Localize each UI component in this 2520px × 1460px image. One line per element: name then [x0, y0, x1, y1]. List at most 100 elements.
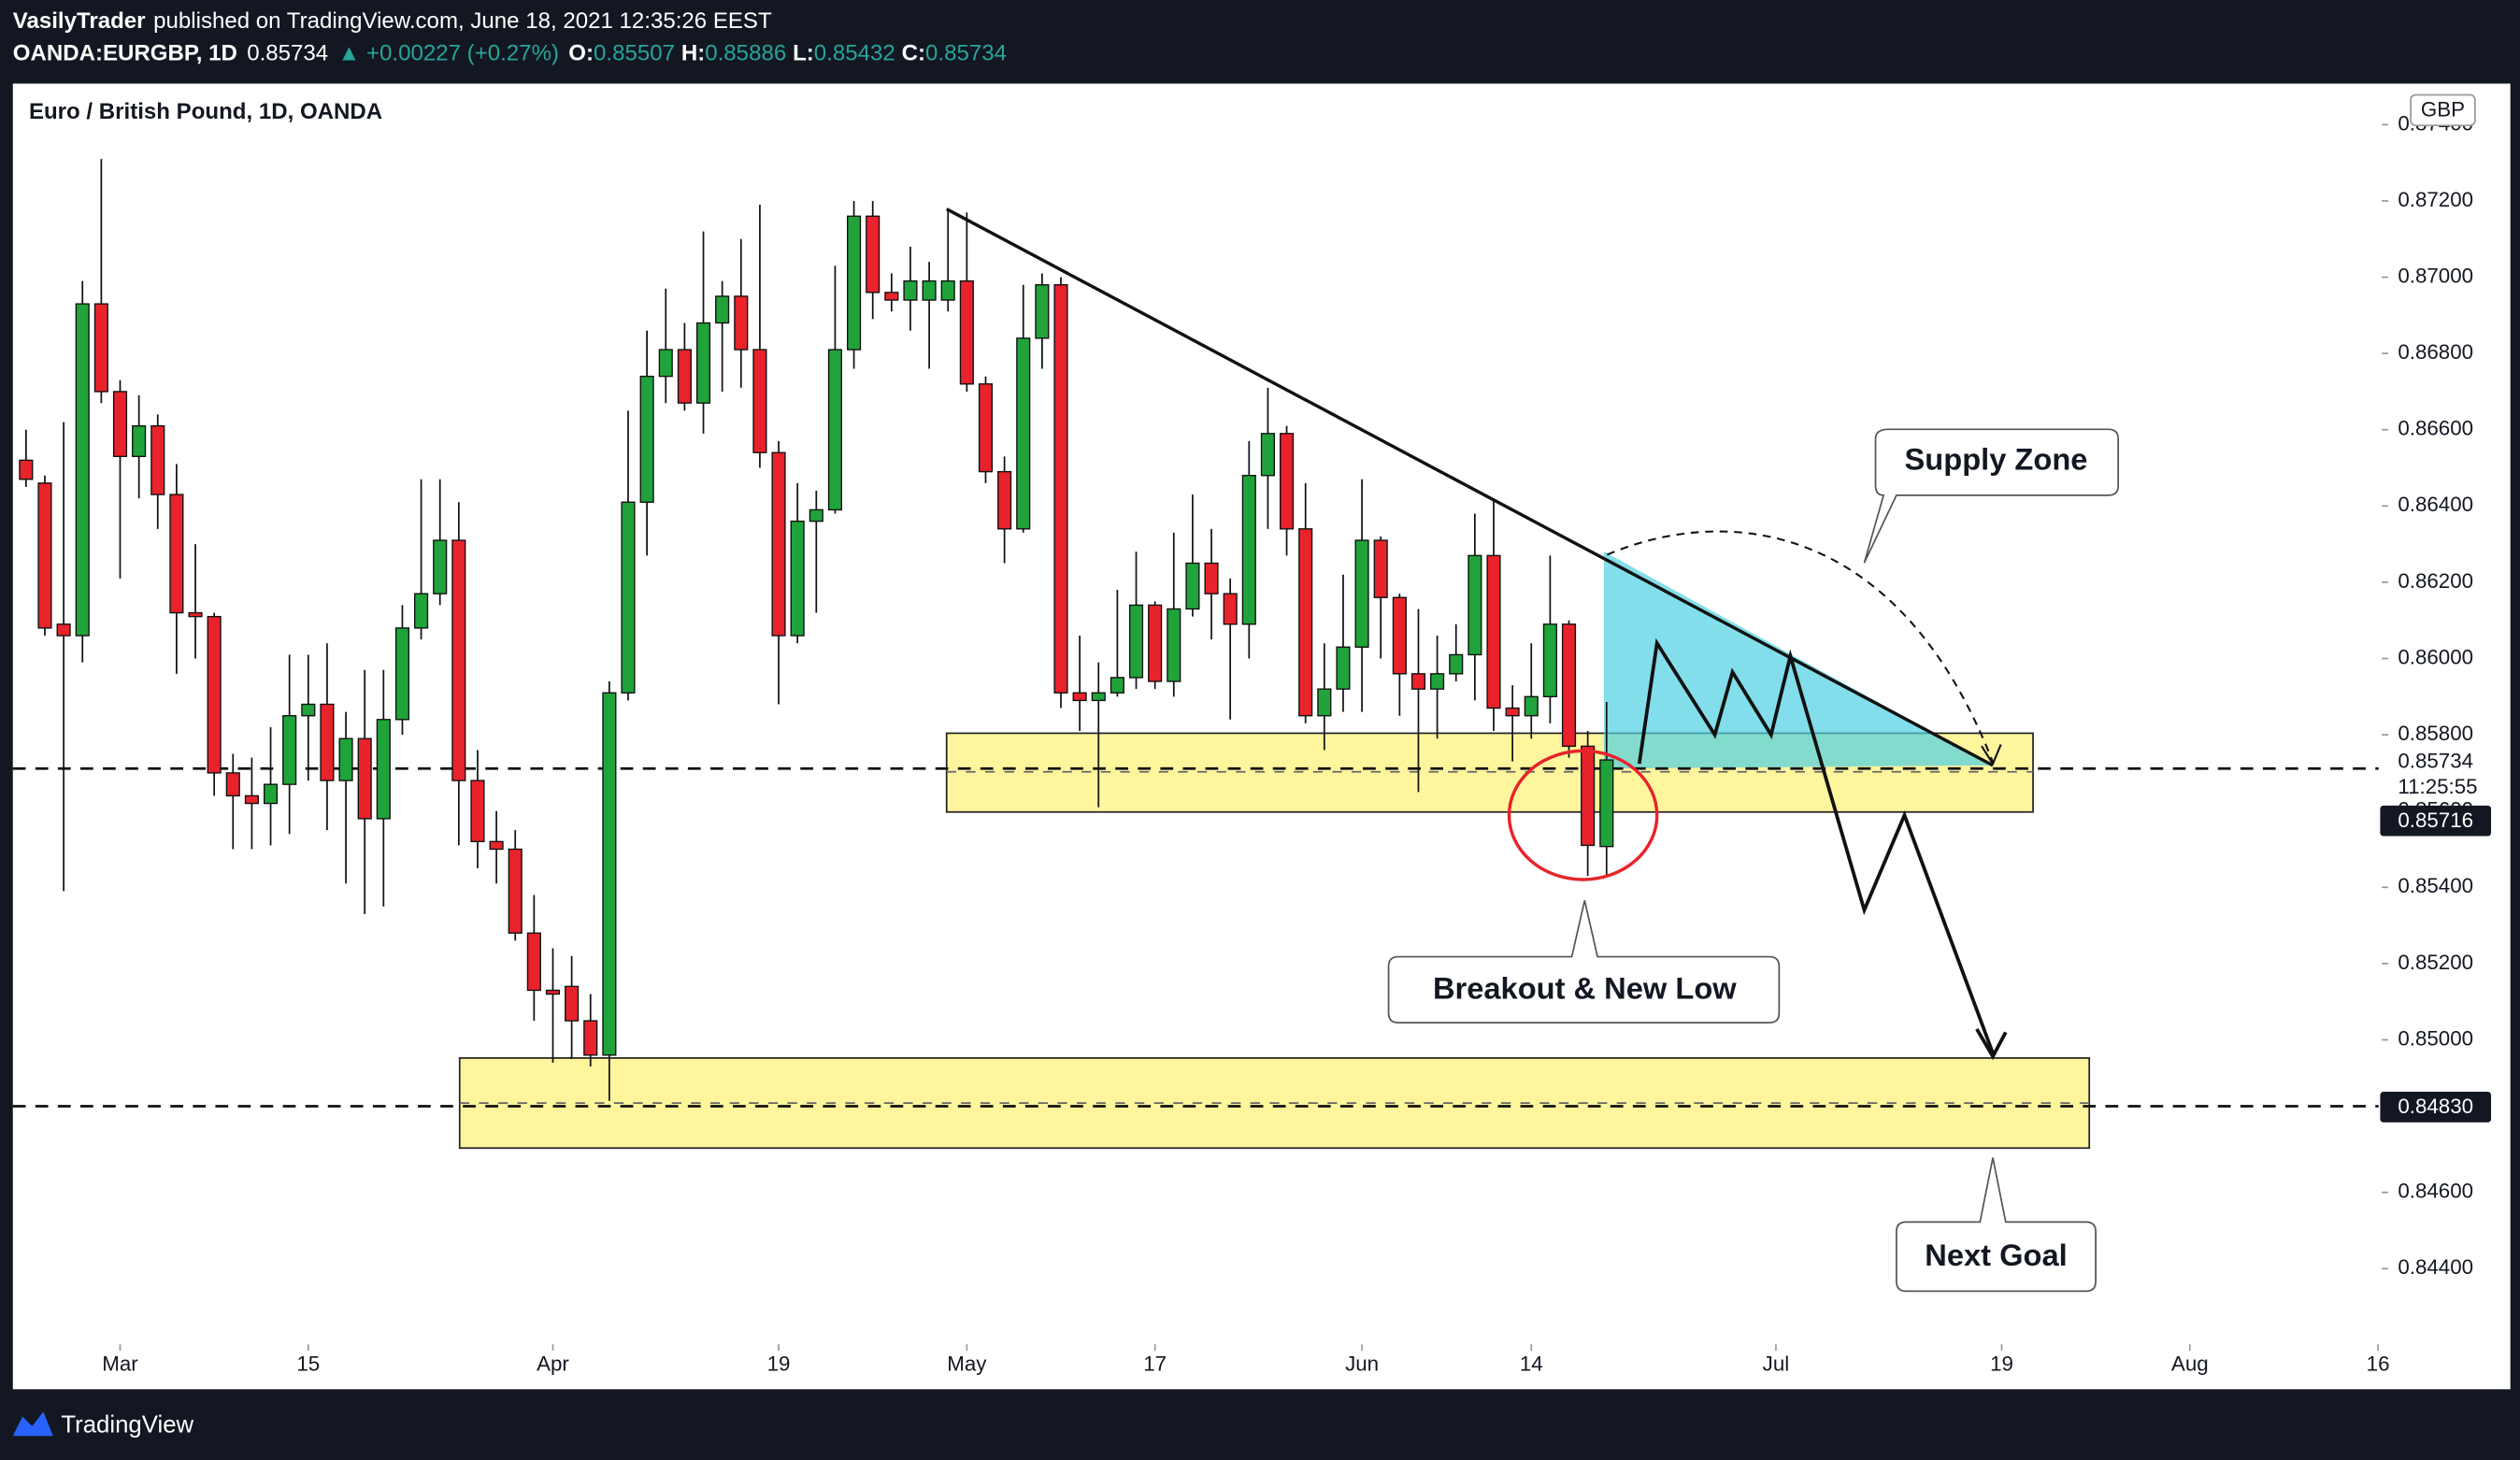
header-line-1: VasilyTrader published on TradingView.com… — [13, 8, 772, 34]
candle-body — [320, 703, 335, 781]
candle-body — [225, 772, 240, 797]
candle-body — [1468, 554, 1482, 656]
x-tick-label: 19 — [1990, 1352, 2013, 1375]
candle-body — [188, 611, 203, 618]
candle-body — [827, 349, 843, 511]
x-tick-label: Apr — [537, 1352, 569, 1375]
ohlc-value: 0.85886 — [705, 41, 786, 66]
candle-body — [639, 375, 654, 503]
ohlc-value: 0.85432 — [814, 41, 895, 66]
candle-body — [545, 989, 561, 995]
candle-body — [1204, 562, 1219, 594]
candle-body — [602, 692, 617, 1056]
candle-body — [1260, 433, 1275, 477]
y-tick-label: 0.87000 — [2398, 264, 2473, 287]
candle-body — [414, 593, 429, 629]
candle-body — [1128, 604, 1144, 679]
arc-arrow — [1981, 744, 2002, 766]
plot — [12, 551, 2379, 1150]
callout-box — [1896, 1157, 2097, 1293]
change: ▲ +0.00227 (+0.27%) — [338, 41, 559, 66]
ohlc: O:0.85507 H:0.85886 L:0.85432 C:0.85734 — [568, 41, 1007, 66]
candle-body — [1053, 284, 1068, 694]
candle-body — [1599, 759, 1614, 848]
candle-body — [1561, 623, 1577, 748]
target-box — [2380, 1092, 2492, 1123]
candle-body — [1298, 528, 1313, 717]
candle-body — [752, 349, 767, 453]
x-tick-label: Mar — [102, 1352, 138, 1375]
y-tick-label: 0.85200 — [2398, 951, 2473, 974]
published: published on TradingView.com, June 18, 2… — [153, 8, 772, 34]
candle-body — [1410, 673, 1426, 690]
x-tick-label: Jul — [1763, 1352, 1790, 1375]
price-labels: GBP 0.85734 11:25:55 0.85716 0.84830 — [2380, 93, 2501, 1123]
candle-body — [978, 383, 994, 473]
currency: GBP — [2421, 98, 2465, 122]
chart-title: Euro / British Pound, 1D, OANDA — [29, 99, 382, 124]
y-tick-label: 0.87200 — [2398, 188, 2473, 211]
candle-body — [677, 349, 692, 404]
ohlc-key: H: — [681, 41, 705, 66]
candle-body — [357, 737, 372, 820]
x-tick-label: 15 — [296, 1352, 320, 1375]
candle-body — [470, 780, 485, 843]
x-tick-label: 19 — [767, 1352, 791, 1375]
candle-body — [244, 794, 259, 805]
candle-body — [866, 215, 881, 293]
last-price: 0.85734 — [247, 41, 328, 66]
annotation: Breakout & New Low — [1433, 970, 1737, 1005]
candle-body — [1392, 596, 1407, 675]
candle-body — [489, 840, 504, 851]
candle-body — [207, 615, 222, 774]
candle-body — [508, 848, 523, 934]
candle-body — [112, 391, 128, 457]
candle-body — [1016, 337, 1031, 530]
candle-body — [132, 424, 147, 457]
x-tick-label: Aug — [2171, 1352, 2209, 1375]
y-tick-label: 0.86000 — [2398, 645, 2473, 668]
candle-body — [771, 451, 786, 637]
author: VasilyTrader — [13, 8, 146, 34]
arrow-head — [1975, 1028, 2008, 1061]
candle-body — [526, 932, 541, 992]
highlight-circle — [1507, 749, 1659, 881]
ohlc-key: C: — [902, 41, 925, 66]
logo — [12, 1411, 53, 1437]
candle-body — [1373, 539, 1388, 598]
candle-body — [93, 303, 108, 393]
candle-body — [1072, 692, 1087, 702]
target-label: 0.84830 — [2398, 1095, 2473, 1118]
candle-body — [1486, 554, 1501, 709]
candle-body — [282, 715, 297, 785]
ohlc-value: 0.85507 — [594, 41, 675, 66]
candle-body — [565, 985, 580, 1022]
candle-body — [433, 539, 448, 594]
y-tick-label: 0.85400 — [2398, 874, 2473, 897]
candle-body — [959, 279, 974, 385]
candle-body — [695, 322, 711, 404]
candle-body — [1524, 695, 1539, 717]
x-tick-label: May — [947, 1352, 987, 1375]
candle-body — [1167, 608, 1181, 682]
x-tick-label: 16 — [2367, 1352, 2390, 1375]
bid-box — [2380, 805, 2492, 837]
candle-body — [922, 279, 937, 301]
trend-line — [945, 208, 1994, 767]
candle-body — [1542, 623, 1557, 698]
candle-body — [997, 470, 1012, 530]
candle-body — [1505, 707, 1520, 717]
y-tick-label: 0.85000 — [2398, 1026, 2473, 1050]
candle-body — [1091, 692, 1106, 702]
y-tick-label: 0.84600 — [2398, 1180, 2473, 1203]
candle-body — [1317, 688, 1332, 717]
candles — [19, 159, 1614, 1101]
callout-box — [1387, 900, 1781, 1023]
candle-body — [715, 295, 730, 324]
candle-body — [1354, 539, 1369, 648]
footer: TradingView — [12, 1411, 194, 1439]
candle-body — [658, 349, 673, 378]
dashed-arc — [1606, 530, 1995, 763]
